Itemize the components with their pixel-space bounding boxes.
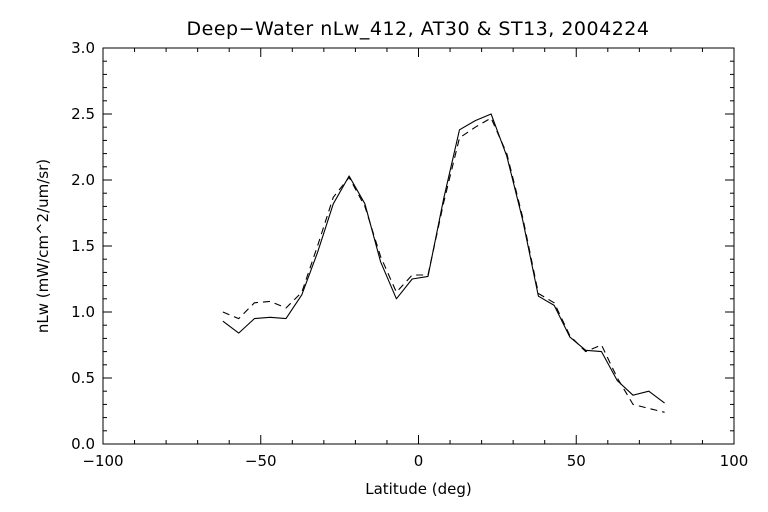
x-tick-label: 100 bbox=[720, 452, 749, 470]
plot-frame bbox=[102, 47, 735, 445]
y-tick-label: 0.5 bbox=[71, 369, 95, 387]
series-group bbox=[222, 113, 665, 413]
x-axis-label: Latitude (deg) bbox=[365, 480, 471, 498]
x-tick-label: −100 bbox=[82, 452, 123, 470]
series-line-solid bbox=[222, 113, 665, 404]
y-tick-label: 2.0 bbox=[71, 171, 95, 189]
y-tick-label: 1.0 bbox=[71, 303, 95, 321]
tick-labels: −100 −50 0 50 100 0.0 0.5 1.0 1.5 2.0 2.5 3.0 bbox=[71, 39, 748, 470]
y-axis-label: nLw (mW/cm^2/um/sr) bbox=[34, 159, 52, 333]
x-tick-label: 0 bbox=[414, 452, 424, 470]
x-tick-label: −50 bbox=[245, 452, 277, 470]
y-tick-label: 0.0 bbox=[71, 435, 95, 453]
x-tick-label: 50 bbox=[567, 452, 586, 470]
y-tick-label: 1.5 bbox=[71, 237, 95, 255]
y-tick-label: 2.5 bbox=[71, 105, 95, 123]
y-tick-label: 3.0 bbox=[71, 39, 95, 57]
chart-title: Deep−Water nLw_412, AT30 & ST13, 2004224 bbox=[186, 18, 650, 40]
series-line-dashed bbox=[222, 117, 665, 413]
axis-ticks bbox=[102, 47, 735, 445]
